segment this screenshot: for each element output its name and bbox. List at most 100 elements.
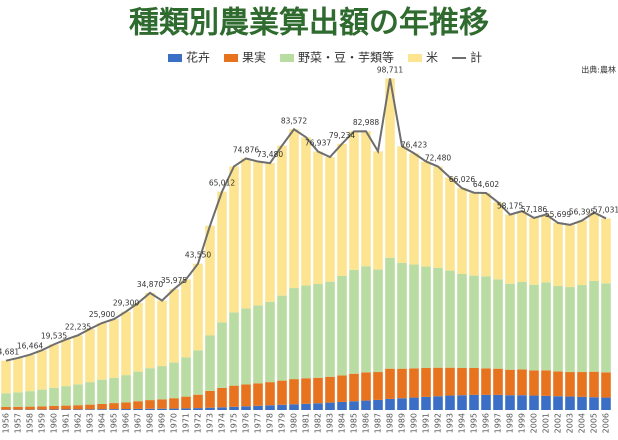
bar-segment — [589, 281, 599, 372]
bar-segment — [373, 269, 383, 373]
x-tick-label: 1970 — [170, 413, 179, 433]
bar-segment — [73, 384, 83, 406]
bar-segment — [97, 409, 107, 410]
x-tick-label: 1986 — [362, 413, 371, 433]
x-tick-label: 1958 — [26, 413, 35, 433]
data-label: 56,395 — [569, 208, 595, 217]
bar-segment — [385, 398, 395, 410]
x-tick-label: 1988 — [386, 413, 395, 433]
data-label: 65,012 — [209, 179, 235, 188]
x-tick-label: 2006 — [602, 413, 611, 433]
x-tick-label: 1956 — [2, 413, 11, 433]
bar-segment — [265, 301, 275, 383]
x-tick-label: 1962 — [74, 413, 83, 433]
bar-segment — [1, 360, 11, 394]
bar-segment — [361, 372, 371, 401]
bar-segment — [85, 404, 95, 410]
bar-segment — [349, 131, 359, 270]
bar-segment — [277, 404, 287, 410]
bar-segment — [37, 350, 47, 390]
bar-segment — [241, 384, 251, 407]
bar-segment — [457, 188, 467, 274]
bar-segment — [349, 373, 359, 402]
x-tick-label: 1975 — [230, 413, 239, 433]
bar-segment — [133, 401, 143, 409]
x-tick-label: 1957 — [14, 413, 23, 433]
x-tick-label: 1960 — [50, 413, 59, 433]
bar-segment — [181, 396, 191, 409]
bar-segment — [301, 403, 311, 410]
data-label: 57,031 — [593, 205, 618, 214]
bar-segment — [433, 367, 443, 397]
bar-segment — [457, 368, 467, 396]
x-tick-label: 1966 — [122, 413, 131, 433]
x-tick-label: 1980 — [290, 413, 299, 433]
x-tick-label: 1987 — [374, 413, 383, 433]
bar-segment — [133, 303, 143, 372]
bar-segment — [385, 257, 395, 369]
bar-segment — [445, 395, 455, 410]
x-tick-label: 1989 — [398, 413, 407, 433]
bar-segment — [193, 263, 203, 351]
bar-segment — [61, 386, 71, 406]
bar-segment — [253, 161, 263, 306]
bar-segment — [421, 396, 431, 410]
x-tick-label: 1992 — [434, 413, 443, 433]
data-label: 82,988 — [353, 118, 379, 127]
bar-segment — [337, 275, 347, 376]
bar-segment — [349, 401, 359, 410]
bar-segment — [13, 357, 23, 393]
bar-segment — [289, 379, 299, 405]
bar-segment — [397, 398, 407, 410]
x-tick-label: 1998 — [506, 413, 515, 433]
bar-segment — [337, 375, 347, 402]
chart-title: 種類別農業算出額の年推移 — [129, 6, 489, 41]
x-tick-label: 1983 — [326, 413, 335, 433]
bar-segment — [85, 409, 95, 410]
x-tick-label: 1984 — [338, 413, 347, 433]
x-tick-label: 1976 — [242, 413, 251, 433]
x-tick-label: 1990 — [410, 413, 419, 433]
bar-segment — [145, 400, 155, 409]
bar-segment — [385, 78, 395, 258]
bar-segment — [313, 151, 323, 285]
source-note: 出典:農林 — [581, 65, 616, 75]
bar-segment — [433, 166, 443, 268]
bar-segment — [241, 308, 251, 385]
bar-segment — [25, 406, 35, 410]
bar-segment — [85, 328, 95, 383]
data-label: 34,870 — [137, 280, 163, 289]
bar-segment — [601, 397, 611, 410]
bar-segment — [589, 212, 599, 282]
bar-segment — [553, 371, 563, 397]
bar-segment — [229, 312, 239, 386]
bar-segment — [313, 377, 323, 404]
bar-segment — [277, 295, 287, 381]
bar-segment — [577, 220, 587, 286]
bar-segment — [181, 357, 191, 397]
data-label: 64,602 — [473, 180, 499, 189]
bar-segment — [481, 276, 491, 369]
bar-segment — [325, 402, 335, 410]
bar-segment — [181, 408, 191, 410]
bar-segment — [517, 369, 527, 396]
x-tick-label: 1971 — [182, 413, 191, 433]
bar-segment — [433, 267, 443, 368]
bar-segment — [517, 211, 527, 283]
bar-segment — [541, 370, 551, 396]
data-label: 14,681 — [0, 348, 19, 357]
bar-segment — [373, 151, 383, 270]
bar-segment — [469, 275, 479, 369]
data-label: 43,550 — [185, 251, 211, 260]
bar-segment — [169, 289, 179, 363]
bar-segment — [25, 391, 35, 407]
x-tick-label: 1999 — [518, 413, 527, 433]
bar-segment — [37, 389, 47, 407]
bar-segment — [421, 266, 431, 369]
x-tick-label: 2001 — [542, 413, 551, 433]
legend-swatch — [280, 54, 295, 62]
bar-segment — [541, 214, 551, 283]
x-tick-label: 1995 — [470, 413, 479, 433]
bar-segment — [109, 403, 119, 410]
